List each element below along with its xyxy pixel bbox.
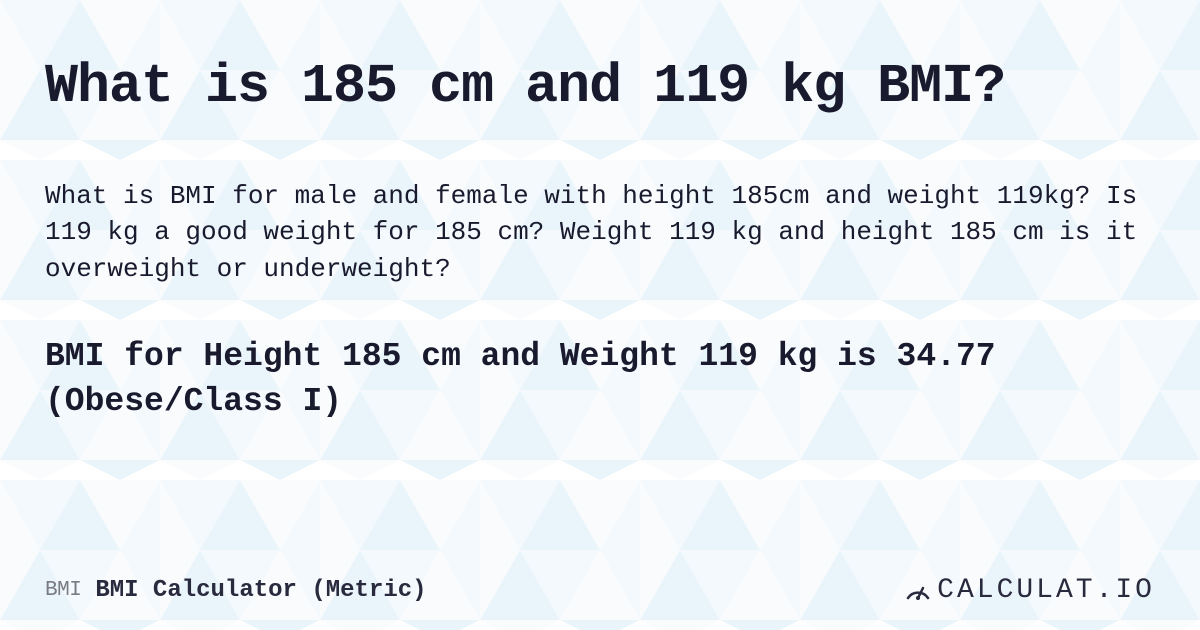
result-text: BMI for Height 185 cm and Weight 119 kg … xyxy=(45,335,1155,424)
brand-logo: CALCULAT.IO xyxy=(903,575,1155,606)
bmi-badge: BMI xyxy=(45,579,81,602)
content-area: What is 185 cm and 119 kg BMI? What is B… xyxy=(0,0,1200,630)
brand-text: CALCULAT.IO xyxy=(937,575,1155,606)
page-title: What is 185 cm and 119 kg BMI? xyxy=(45,55,1155,118)
description-text: What is BMI for male and female with hei… xyxy=(45,178,1155,287)
footer: BMI BMI Calculator (Metric) CALCULAT.IO xyxy=(45,575,1155,606)
calculator-label: BMI Calculator (Metric) xyxy=(95,577,426,604)
gauge-icon xyxy=(903,576,933,606)
footer-left: BMI BMI Calculator (Metric) xyxy=(45,577,427,604)
